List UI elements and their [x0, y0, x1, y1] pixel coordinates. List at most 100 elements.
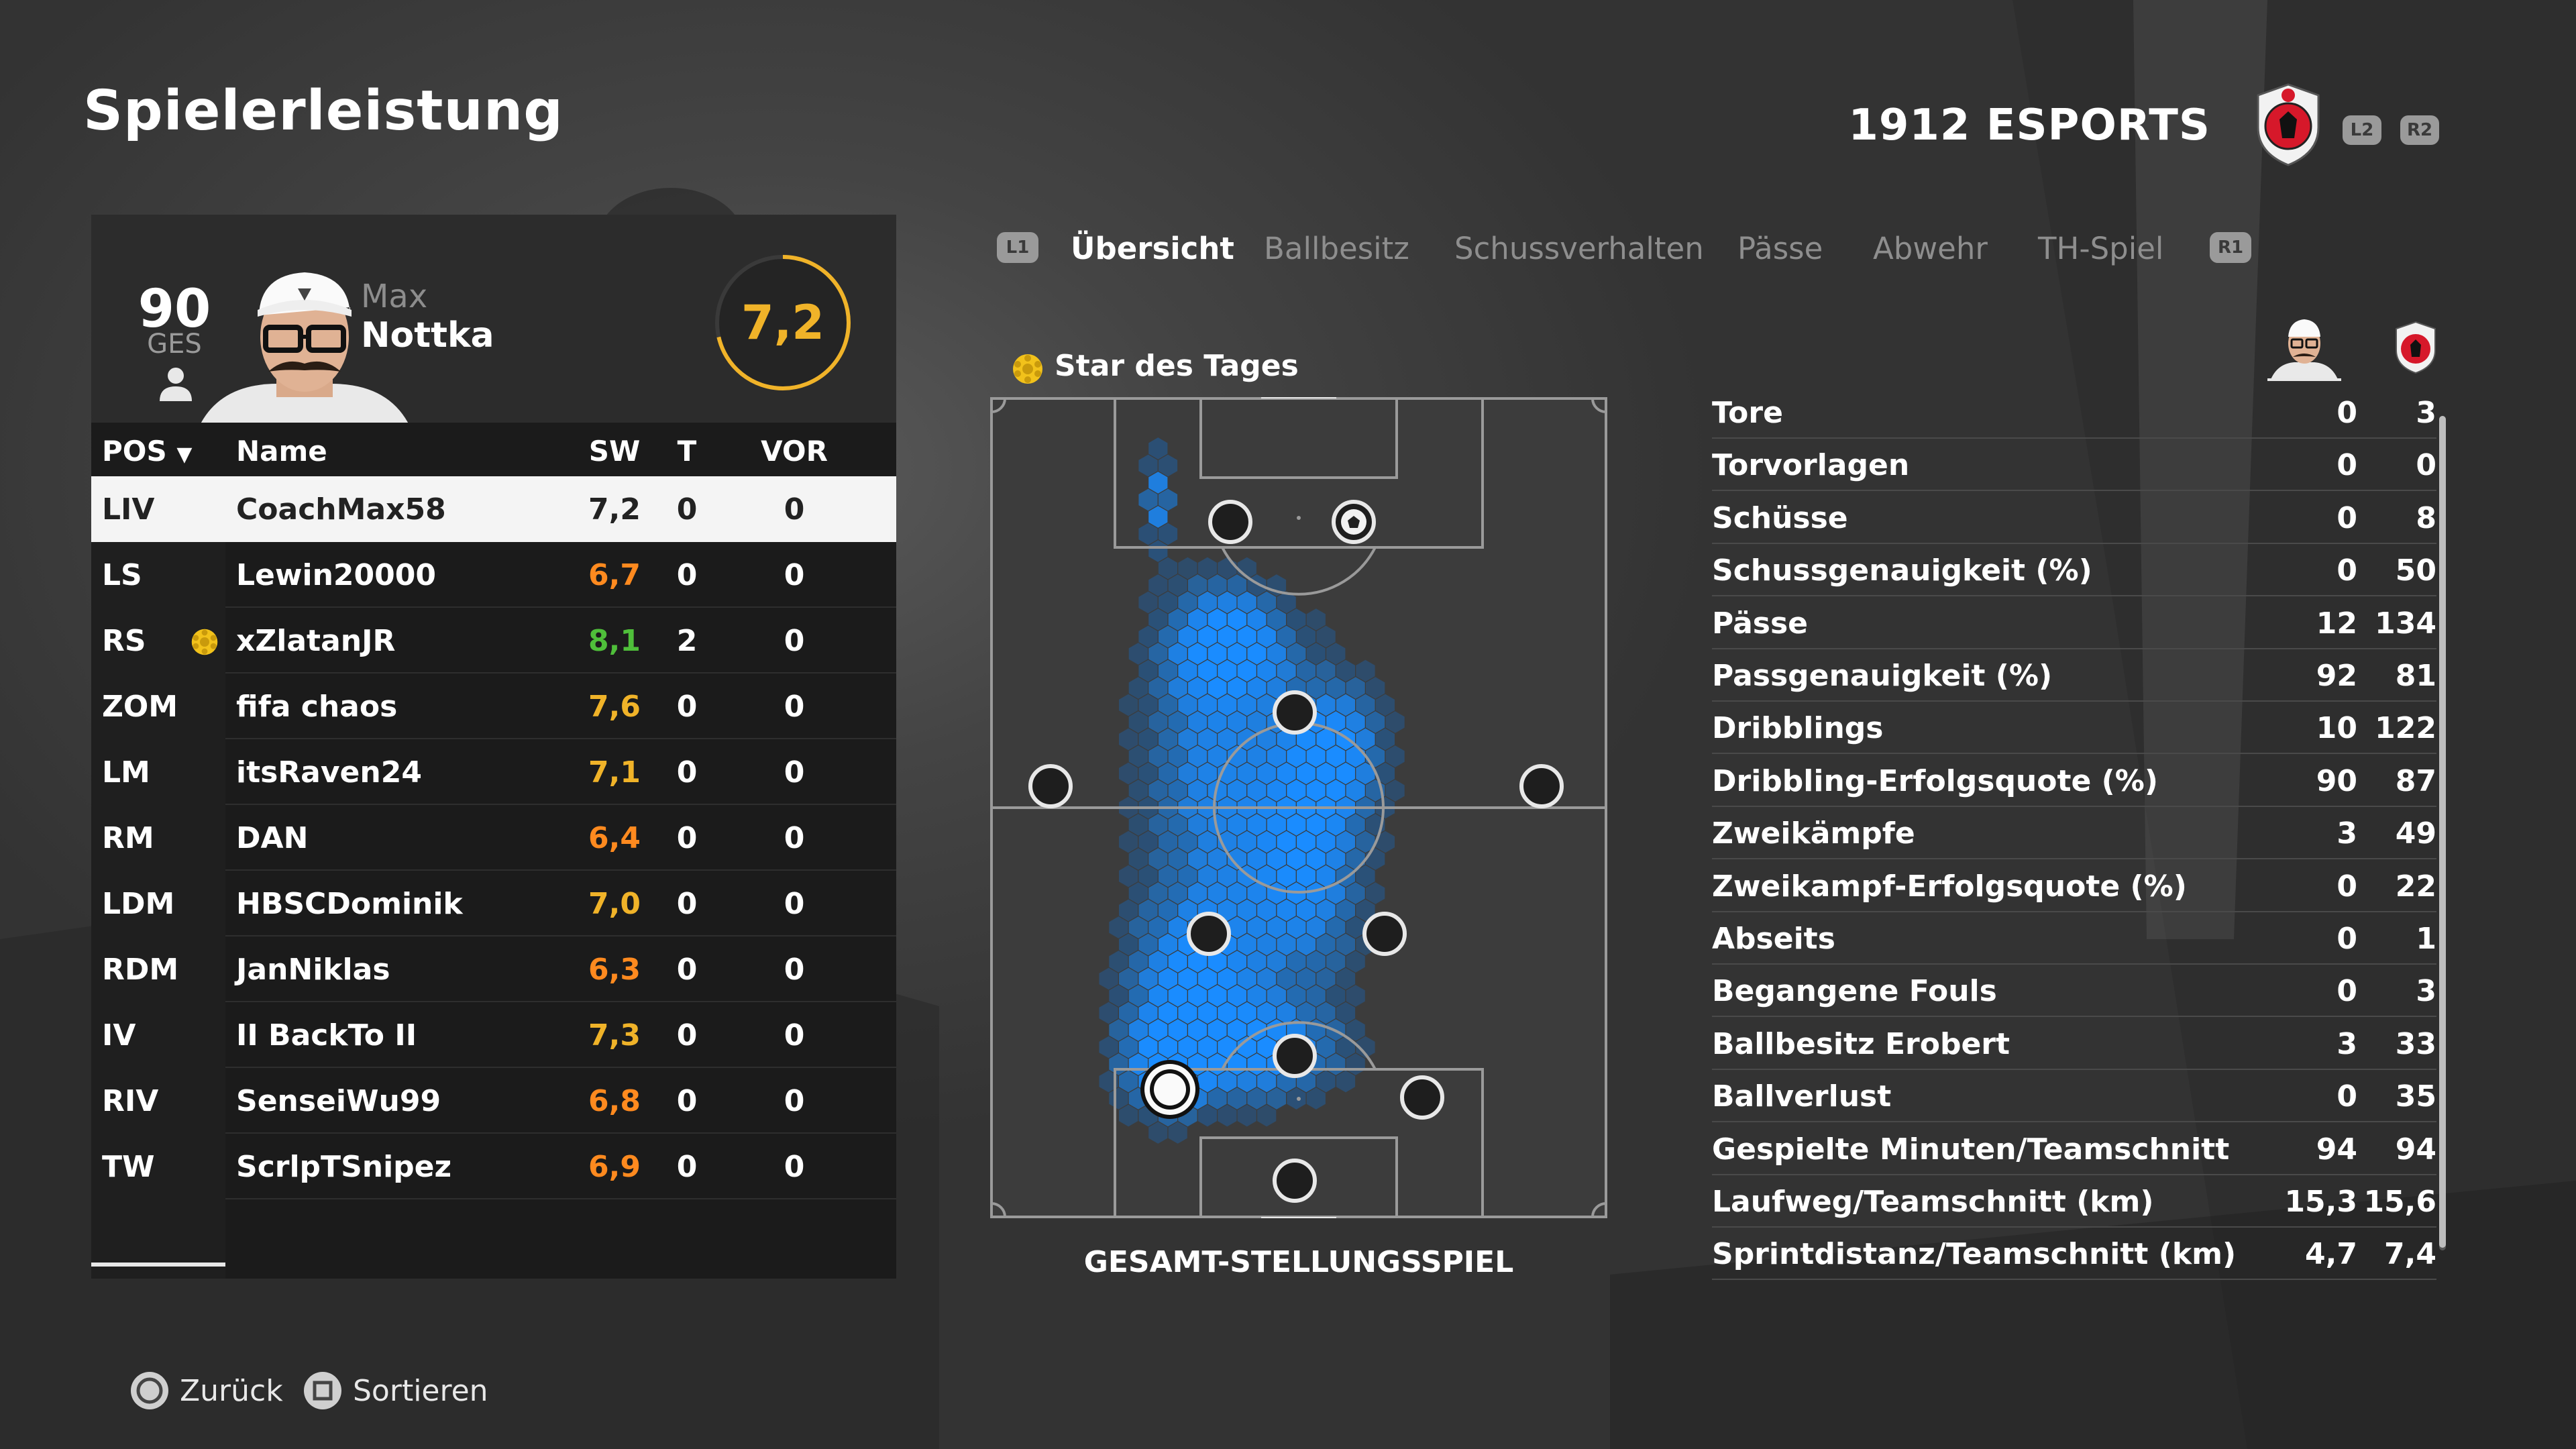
stat-label: Begangene Fouls	[1712, 974, 1997, 1009]
stat-team-value: 94	[2395, 1132, 2436, 1167]
row-rating: 7,0	[588, 886, 641, 921]
stat-team-value: 1	[2416, 922, 2436, 956]
table-row[interactable]: LM itsRaven24 7,1 0 0	[91, 739, 896, 805]
col-vor-header[interactable]: VOR	[761, 435, 828, 468]
sort-down-icon: ▼	[176, 443, 193, 466]
row-goals: 0	[676, 1018, 698, 1053]
row-player-name: Lewin20000	[236, 557, 437, 592]
row-divider	[225, 935, 896, 936]
tab-ballbesitz[interactable]: Ballbesitz	[1264, 231, 1409, 266]
tab-paesse[interactable]: Pässe	[1737, 231, 1823, 266]
stat-divider	[1712, 700, 2436, 702]
row-assists: 0	[784, 492, 805, 527]
stat-player-value: 12	[2316, 606, 2357, 641]
col-sw-header[interactable]: SW	[588, 435, 641, 468]
sort-button[interactable]: Sortieren	[302, 1370, 488, 1411]
row-goals: 2	[676, 623, 698, 658]
position-heatmap	[990, 397, 1607, 1218]
row-rating: 6,9	[588, 1149, 641, 1184]
stat-player-value: 0	[2337, 974, 2357, 1009]
row-divider	[225, 1067, 896, 1068]
table-row[interactable]: TW ScrlpTSnipez 6,9 0 0	[91, 1134, 896, 1199]
stat-row: Schüsse 0 8	[1712, 492, 2436, 544]
goal-top	[1261, 397, 1336, 398]
row-position: LM	[91, 739, 225, 805]
club-name: 1912 ESPORTS	[1848, 101, 2210, 150]
tab-abwehr[interactable]: Abwehr	[1873, 231, 1988, 266]
col-t-header[interactable]: T	[677, 435, 697, 468]
star-of-day-label: Star des Tages	[1055, 349, 1299, 383]
stat-row: Ballbesitz Erobert 3 33	[1712, 1018, 2436, 1070]
overall-rating: 90	[138, 279, 211, 339]
stat-divider	[1712, 490, 2436, 492]
goal-bottom	[1261, 1217, 1336, 1218]
tab-schussverhalten[interactable]: Schussverhalten	[1454, 231, 1704, 266]
person-icon	[160, 368, 192, 401]
tab-th-spiel[interactable]: TH-Spiel	[2038, 231, 2164, 266]
stat-row: Begangene Fouls 0 3	[1712, 965, 2436, 1018]
row-player-name: xZlatanJR	[236, 623, 396, 658]
row-divider	[225, 1001, 896, 1002]
stats-scrollbar-thumb[interactable]	[2439, 416, 2446, 1248]
row-position: TW	[91, 1134, 225, 1199]
stat-label: Torvorlagen	[1712, 448, 1910, 483]
tab-uebersicht[interactable]: Übersicht	[1071, 231, 1234, 266]
match-rating: 7,2	[741, 295, 824, 350]
stat-label: Passgenauigkeit (%)	[1712, 659, 2053, 693]
row-goals: 0	[676, 755, 698, 790]
table-row[interactable]: LDM HBSCDominik 7,0 0 0	[91, 871, 896, 936]
stat-team-value: 3	[2416, 396, 2436, 430]
l1-button-hint[interactable]: L1	[997, 232, 1038, 263]
stat-row: Ballverlust 0 35	[1712, 1070, 2436, 1123]
back-label: Zurück	[180, 1373, 283, 1408]
table-row[interactable]: RDM JanNiklas 6,3 0 0	[91, 936, 896, 1002]
r2-button-hint[interactable]: R2	[2400, 115, 2439, 145]
back-button[interactable]: Zurück	[129, 1370, 283, 1411]
row-goals: 0	[676, 952, 698, 987]
stat-team-value: 134	[2375, 606, 2436, 641]
row-divider	[225, 804, 896, 805]
row-assists: 0	[784, 1149, 805, 1184]
row-goals: 0	[676, 557, 698, 592]
stat-row: Schussgenauigkeit (%) 0 50	[1712, 544, 2436, 597]
stat-player-value: 10	[2316, 711, 2357, 746]
table-row[interactable]: RIV SenseiWu99 6,8 0 0	[91, 1068, 896, 1134]
l2-button-hint[interactable]: L2	[2343, 115, 2381, 145]
row-position: LIV	[91, 476, 225, 542]
player-marker	[1208, 500, 1252, 544]
stat-divider	[1712, 437, 2436, 439]
row-rating: 8,1	[588, 623, 641, 658]
row-position: LDM	[91, 871, 225, 936]
stat-team-value: 49	[2395, 816, 2436, 851]
stat-team-value: 87	[2395, 763, 2436, 798]
stat-team-value: 81	[2395, 659, 2436, 693]
stat-player-value: 0	[2337, 1079, 2357, 1114]
stat-player-value: 94	[2316, 1132, 2357, 1167]
table-row[interactable]: RS xZlatanJR 8,1 2 0	[91, 608, 896, 674]
table-row[interactable]: RM DAN 6,4 0 0	[91, 805, 896, 871]
table-row[interactable]: LS Lewin20000 6,7 0 0	[91, 542, 896, 608]
row-rating: 7,2	[588, 492, 641, 527]
row-assists: 0	[784, 886, 805, 921]
heatmap-cells	[1098, 436, 1405, 1145]
row-assists: 0	[784, 755, 805, 790]
stat-divider	[1712, 1226, 2436, 1228]
row-divider	[225, 738, 896, 739]
r1-button-hint[interactable]: R1	[2210, 232, 2251, 263]
col-pos-header[interactable]: POS ▼	[102, 435, 193, 468]
stat-divider	[1712, 753, 2436, 755]
row-position: RIV	[91, 1068, 225, 1134]
col-name-header[interactable]: Name	[236, 435, 327, 468]
stat-team-value: 7,4	[2384, 1237, 2436, 1272]
stat-row: Passgenauigkeit (%) 92 81	[1712, 649, 2436, 702]
table-row[interactable]: LIV CoachMax58 7,2 0 0	[91, 476, 896, 542]
table-row[interactable]: IV II BackTo II 7,3 0 0	[91, 1002, 896, 1068]
row-position: RDM	[91, 936, 225, 1002]
row-player-name: itsRaven24	[236, 755, 422, 790]
stat-divider	[1712, 910, 2436, 912]
row-player-name: CoachMax58	[236, 492, 446, 527]
stat-team-value: 50	[2395, 553, 2436, 588]
row-rating: 7,3	[588, 1018, 641, 1053]
rating-ring	[715, 255, 851, 390]
table-row[interactable]: ZOM fifa chaos 7,6 0 0	[91, 674, 896, 739]
